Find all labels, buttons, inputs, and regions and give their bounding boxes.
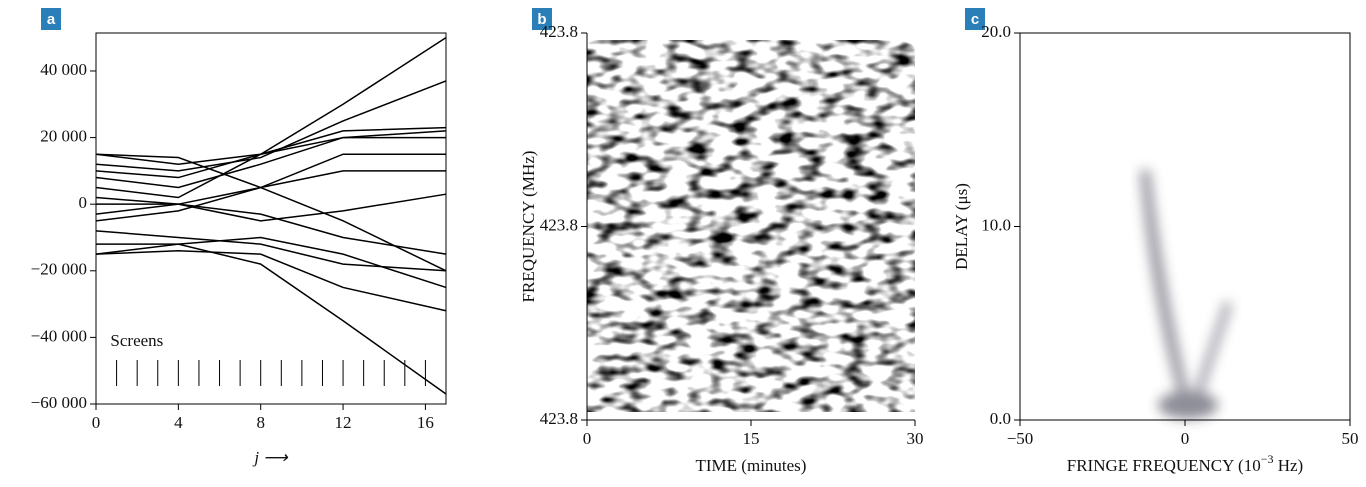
ray-path [95, 250, 447, 312]
y-tick-label: 423.8 [540, 22, 578, 41]
plot-frame [1019, 32, 1351, 421]
plot-frame [95, 32, 447, 405]
ray-path [96, 153, 446, 205]
y-tick-label: −40 000 [31, 326, 87, 345]
panel-c-image [1140, 170, 1232, 419]
x-tick-label: 0 [1181, 429, 1190, 448]
x-tick-label: 0 [92, 413, 101, 432]
x-tick-label: 4 [174, 413, 183, 432]
panel-letter: b [537, 11, 546, 28]
screens-annotation: Screens [110, 331, 163, 350]
y-axis-title: DELAY (μs) [952, 183, 971, 270]
x-tick-label: 0 [583, 429, 592, 448]
ray-path [95, 153, 447, 272]
ray-path [95, 130, 447, 189]
x-axis-title: TIME (minutes) [696, 456, 807, 475]
x-tick-label: 50 [1342, 429, 1359, 448]
y-axis-title: FREQUENCY (MHz) [519, 151, 538, 303]
panel-letter: a [47, 11, 56, 28]
ray-path [96, 236, 447, 289]
ray-path [95, 170, 446, 222]
y-tick-label: 40 000 [40, 60, 87, 79]
y-tick-label: −60 000 [31, 393, 87, 412]
ray-path [95, 80, 447, 172]
x-axis-title-part: Hz) [1273, 456, 1303, 475]
panel-badge [965, 8, 985, 30]
y-tick-label: 423.8 [540, 215, 578, 234]
ray-path [95, 126, 447, 179]
y-tick-label: 423.8 [540, 409, 578, 428]
x-axis-title-part: FRINGE FREQUENCY (10 [1067, 456, 1261, 475]
x-axis-title: FRINGE FREQUENCY (10−3 Hz) [1067, 452, 1303, 475]
x-tick-label: 8 [256, 413, 265, 432]
panel-b-image [587, 40, 915, 412]
y-tick-label: 10.0 [981, 215, 1011, 234]
x-tick-label: 30 [907, 429, 924, 448]
ray-path [95, 136, 446, 199]
panel-badge [41, 8, 61, 30]
x-axis-title-sup: −3 [1261, 452, 1274, 466]
ray-path [95, 193, 447, 222]
y-tick-label: 0.0 [990, 409, 1011, 428]
ray-path [95, 203, 447, 255]
ray-path [95, 230, 447, 272]
y-tick-label: −20 000 [31, 260, 87, 279]
ray-path [95, 243, 447, 395]
x-axis-title: j ⟶ [252, 448, 288, 467]
x-tick-label: 12 [335, 413, 352, 432]
x-tick-label: 16 [417, 413, 434, 432]
panel-letter: c [971, 11, 979, 28]
y-tick-label: 20.0 [981, 22, 1011, 41]
y-tick-label: 20 000 [40, 126, 87, 145]
y-tick-label: 0 [79, 193, 88, 212]
x-tick-label: −50 [1007, 429, 1034, 448]
panel-badge [532, 8, 552, 30]
x-tick-label: 15 [743, 429, 760, 448]
